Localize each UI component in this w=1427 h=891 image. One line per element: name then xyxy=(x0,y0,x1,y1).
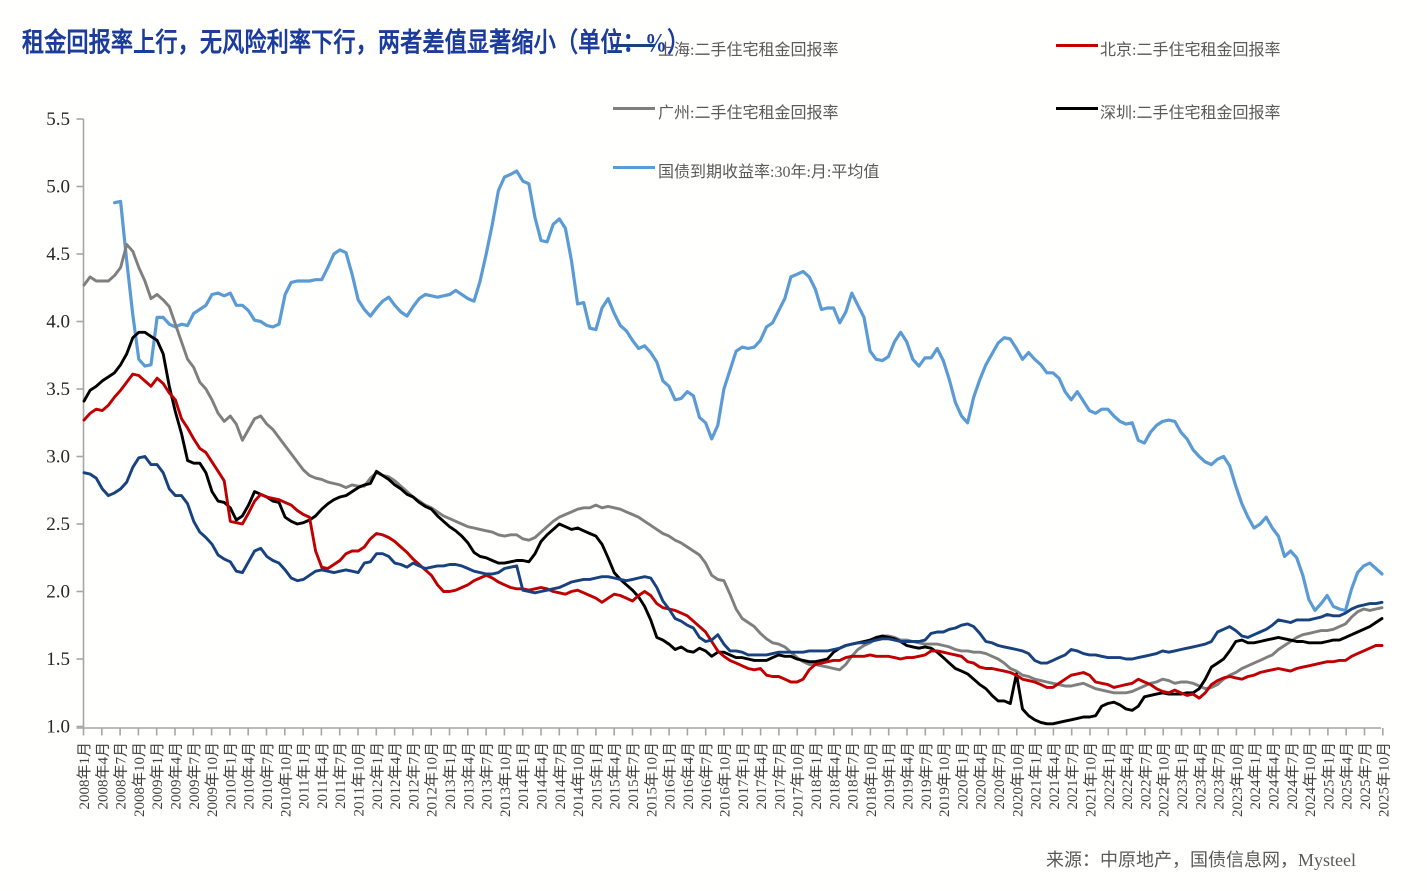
svg-text:2023年7月: 2023年7月 xyxy=(1211,742,1228,810)
svg-text:2024年4月: 2024年4月 xyxy=(1266,742,1283,810)
svg-text:2020年1月: 2020年1月 xyxy=(954,742,971,810)
svg-text:2009年7月: 2009年7月 xyxy=(186,742,203,810)
svg-text:2016年7月: 2016年7月 xyxy=(698,742,715,810)
svg-text:2025年7月: 2025年7月 xyxy=(1357,742,1374,810)
svg-text:2008年7月: 2008年7月 xyxy=(113,742,130,810)
svg-text:2014年10月: 2014年10月 xyxy=(570,742,587,817)
svg-text:2016年4月: 2016年4月 xyxy=(680,742,697,810)
svg-text:2022年7月: 2022年7月 xyxy=(1137,742,1154,810)
svg-text:2014年1月: 2014年1月 xyxy=(515,742,532,810)
svg-text:2016年1月: 2016年1月 xyxy=(662,742,679,810)
svg-text:2018年4月: 2018年4月 xyxy=(826,742,843,810)
svg-text:2020年10月: 2020年10月 xyxy=(1009,742,1026,817)
svg-text:2021年1月: 2021年1月 xyxy=(1028,742,1045,810)
svg-text:2009年10月: 2009年10月 xyxy=(204,742,221,817)
svg-text:5.0: 5.0 xyxy=(46,177,70,198)
svg-text:2009年4月: 2009年4月 xyxy=(168,742,185,810)
svg-text:2010年4月: 2010年4月 xyxy=(241,742,258,810)
svg-text:2012年10月: 2012年10月 xyxy=(424,742,441,817)
svg-text:5.5: 5.5 xyxy=(46,109,70,130)
svg-text:1.0: 1.0 xyxy=(46,717,70,738)
svg-text:2023年1月: 2023年1月 xyxy=(1174,742,1191,810)
svg-text:2009年1月: 2009年1月 xyxy=(149,742,166,810)
svg-text:2017年10月: 2017年10月 xyxy=(790,742,807,817)
svg-text:2017年4月: 2017年4月 xyxy=(753,742,770,810)
svg-text:2017年7月: 2017年7月 xyxy=(771,742,788,810)
svg-text:2017年1月: 2017年1月 xyxy=(735,742,752,810)
svg-text:2016年10月: 2016年10月 xyxy=(717,742,734,817)
svg-text:2011年10月: 2011年10月 xyxy=(351,742,368,816)
svg-text:2008年4月: 2008年4月 xyxy=(94,742,111,810)
svg-text:2018年1月: 2018年1月 xyxy=(808,742,825,810)
svg-text:4.5: 4.5 xyxy=(46,244,70,265)
svg-text:2012年4月: 2012年4月 xyxy=(387,742,404,810)
svg-text:2025年4月: 2025年4月 xyxy=(1339,742,1356,810)
svg-text:2013年10月: 2013年10月 xyxy=(497,742,514,817)
svg-text:2014年7月: 2014年7月 xyxy=(552,742,569,810)
svg-text:2025年1月: 2025年1月 xyxy=(1320,742,1337,810)
svg-text:2015年1月: 2015年1月 xyxy=(588,742,605,810)
svg-text:2019年10月: 2019年10月 xyxy=(936,742,953,817)
svg-text:2024年1月: 2024年1月 xyxy=(1247,742,1264,810)
svg-text:2011年1月: 2011年1月 xyxy=(296,742,313,809)
svg-text:3.0: 3.0 xyxy=(46,447,70,468)
svg-text:2019年7月: 2019年7月 xyxy=(918,742,935,810)
svg-text:2012年7月: 2012年7月 xyxy=(405,742,422,810)
svg-text:2012年1月: 2012年1月 xyxy=(369,742,386,810)
svg-text:2020年7月: 2020年7月 xyxy=(991,742,1008,810)
svg-text:2010年10月: 2010年10月 xyxy=(277,742,294,817)
svg-text:2008年10月: 2008年10月 xyxy=(131,742,148,817)
svg-text:2.5: 2.5 xyxy=(46,514,70,535)
svg-text:2013年1月: 2013年1月 xyxy=(442,742,459,810)
svg-text:2011年7月: 2011年7月 xyxy=(332,742,349,809)
svg-text:2019年1月: 2019年1月 xyxy=(881,742,898,810)
svg-text:2008年1月: 2008年1月 xyxy=(76,742,93,810)
svg-text:2025年10月: 2025年10月 xyxy=(1375,742,1392,817)
svg-text:2021年4月: 2021年4月 xyxy=(1046,742,1063,810)
svg-text:2022年4月: 2022年4月 xyxy=(1119,742,1136,810)
svg-text:2023年10月: 2023年10月 xyxy=(1229,742,1246,817)
svg-text:4.0: 4.0 xyxy=(46,312,70,333)
svg-text:2015年10月: 2015年10月 xyxy=(643,742,660,817)
svg-text:2021年7月: 2021年7月 xyxy=(1064,742,1081,810)
svg-text:2010年7月: 2010年7月 xyxy=(259,742,276,810)
svg-text:2014年4月: 2014年4月 xyxy=(534,742,551,810)
svg-text:2018年7月: 2018年7月 xyxy=(845,742,862,810)
svg-text:2013年7月: 2013年7月 xyxy=(479,742,496,810)
svg-text:2015年4月: 2015年4月 xyxy=(607,742,624,810)
svg-text:2.0: 2.0 xyxy=(46,582,70,603)
svg-text:1.5: 1.5 xyxy=(46,649,70,670)
svg-text:2020年4月: 2020年4月 xyxy=(973,742,990,810)
svg-text:2013年4月: 2013年4月 xyxy=(460,742,477,810)
svg-text:2022年10月: 2022年10月 xyxy=(1156,742,1173,817)
svg-text:3.5: 3.5 xyxy=(46,379,70,400)
svg-text:2019年4月: 2019年4月 xyxy=(900,742,917,810)
svg-text:2022年1月: 2022年1月 xyxy=(1101,742,1118,810)
svg-text:2023年4月: 2023年4月 xyxy=(1192,742,1209,810)
svg-text:2024年10月: 2024年10月 xyxy=(1302,742,1319,817)
svg-text:2010年1月: 2010年1月 xyxy=(222,742,239,810)
svg-text:2024年7月: 2024年7月 xyxy=(1284,742,1301,810)
svg-text:2021年10月: 2021年10月 xyxy=(1083,742,1100,817)
svg-text:2011年4月: 2011年4月 xyxy=(314,742,331,809)
svg-text:2018年10月: 2018年10月 xyxy=(863,742,880,817)
svg-text:2015年7月: 2015年7月 xyxy=(625,742,642,810)
